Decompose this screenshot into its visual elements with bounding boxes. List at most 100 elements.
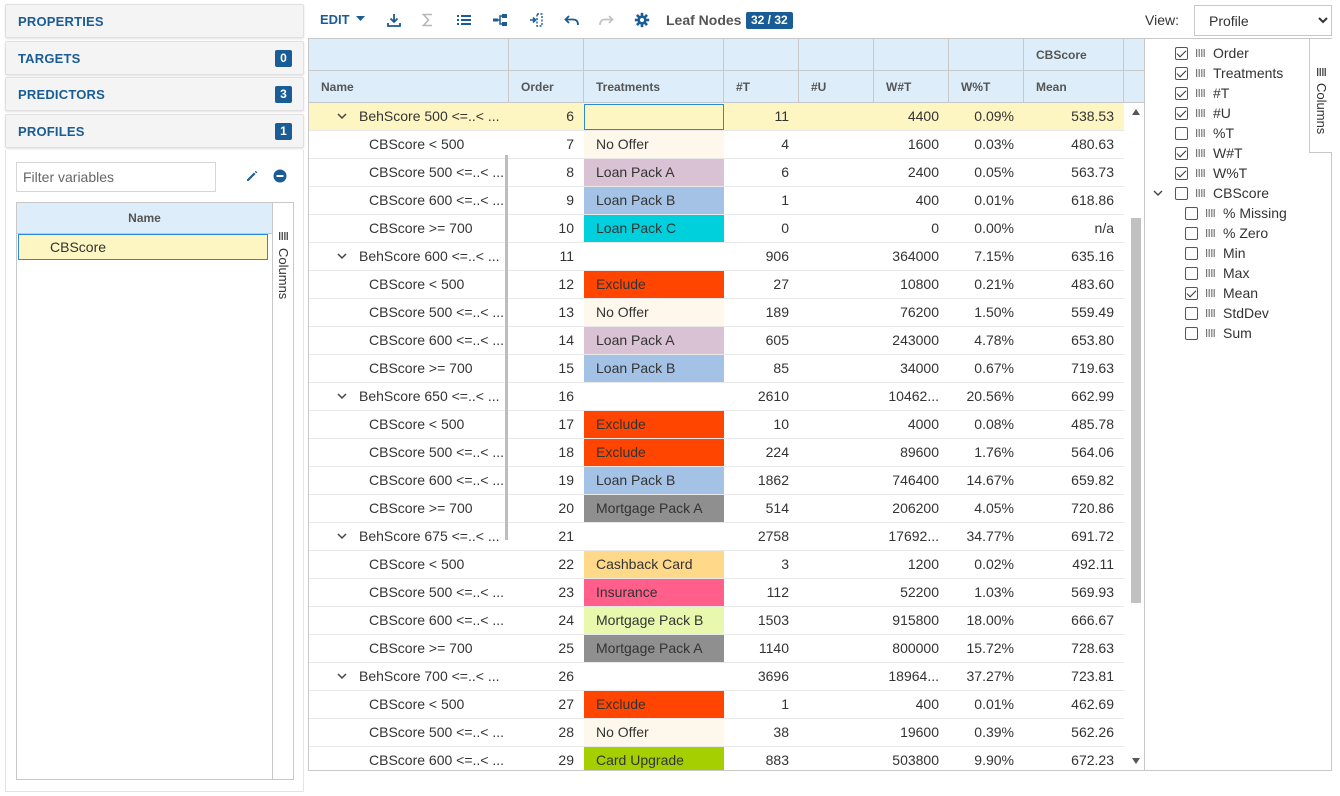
column-chooser-item[interactable]: Max [1145,263,1309,283]
settings-gear-icon[interactable] [634,12,650,28]
chevron-down-icon[interactable] [336,663,348,690]
grid-group-row[interactable]: BehScore 500 <=..< ... 6 11 4400 0.09% 538.53 [309,103,1124,131]
undo-icon[interactable] [564,12,580,28]
treatment-cell[interactable] [584,243,724,270]
column-chooser-item[interactable]: Mean [1145,283,1309,303]
drag-grip-icon[interactable] [1195,88,1205,98]
drag-grip-icon[interactable] [1205,328,1215,338]
treatment-cell[interactable]: Mortgage Pack B [584,607,724,634]
treatment-cell[interactable]: Loan Pack C [584,215,724,242]
column-chooser-tab[interactable]: Columns [1309,39,1332,153]
grid-leaf-row[interactable]: CBScore < 500 7 No Offer 4 1600 0.03% 480.63 [309,131,1124,159]
column-header-t[interactable]: #T [724,71,799,102]
treatment-cell[interactable] [584,383,724,410]
treatment-cell[interactable]: No Offer [584,131,724,158]
treatment-cell[interactable]: No Offer [584,299,724,326]
treatment-cell[interactable]: Mortgage Pack A [584,495,724,522]
filter-variables-input[interactable] [16,162,216,192]
treatment-cell[interactable]: Loan Pack B [584,355,724,382]
column-chooser-item[interactable]: Min [1145,243,1309,263]
chevron-down-icon[interactable] [1153,188,1163,198]
grid-leaf-row[interactable]: CBScore 500 <=..< ... 18 Exclude 224 89600 1.… [309,439,1124,467]
split-node-icon[interactable] [492,12,508,28]
profiles-section-header[interactable]: PROFILES 1 [5,114,304,148]
chevron-down-icon[interactable] [336,243,348,270]
predictors-section-header[interactable]: PREDICTORS 3 [5,77,304,111]
treatment-cell[interactable]: Loan Pack A [584,327,724,354]
column-chooser-item[interactable]: % Zero [1145,223,1309,243]
download-icon[interactable] [386,12,402,28]
grid-leaf-row[interactable]: CBScore 500 <=..< ... 8 Loan Pack A 6 2400 0.… [309,159,1124,187]
column-chooser-item[interactable]: #T [1145,83,1309,103]
view-select[interactable]: Profile [1194,5,1332,36]
column-visibility-checkbox[interactable] [1175,87,1188,100]
grid-leaf-row[interactable]: CBScore 500 <=..< ... 13 No Offer 189 76200 1… [309,299,1124,327]
treatment-cell[interactable]: Exclude [584,439,724,466]
treatment-cell[interactable]: Loan Pack B [584,187,724,214]
column-visibility-checkbox[interactable] [1185,227,1198,240]
drag-grip-icon[interactable] [1205,228,1215,238]
column-chooser-item[interactable]: W#T [1145,143,1309,163]
treatment-cell[interactable] [584,663,724,690]
drag-grip-icon[interactable] [1205,268,1215,278]
column-header-treatments[interactable]: Treatments [584,71,724,102]
column-chooser-item[interactable]: W%T [1145,163,1309,183]
treatment-cell[interactable]: Mortgage Pack A [584,635,724,662]
scroll-down-arrow-icon[interactable] [1132,758,1140,764]
treatment-cell[interactable]: Card Upgrade [584,747,724,770]
column-chooser-item[interactable]: #U [1145,103,1309,123]
column-chooser-item[interactable]: Treatments [1145,63,1309,83]
properties-section-header[interactable]: PROPERTIES [5,4,304,38]
column-header-mean[interactable]: Mean [1024,71,1124,102]
grid-leaf-row[interactable]: CBScore 600 <=..< ... 29 Card Upgrade 883 50… [309,747,1124,770]
column-chooser-item[interactable]: % Missing [1145,203,1309,223]
column-chooser-item[interactable]: CBScore [1145,183,1309,203]
grid-leaf-row[interactable]: CBScore >= 700 20 Mortgage Pack A 514 206200… [309,495,1124,523]
column-visibility-checkbox[interactable] [1175,67,1188,80]
drag-grip-icon[interactable] [1205,248,1215,258]
column-visibility-checkbox[interactable] [1185,267,1198,280]
drag-grip-icon[interactable] [1195,168,1205,178]
drag-grip-icon[interactable] [1205,288,1215,298]
column-visibility-checkbox[interactable] [1175,167,1188,180]
drag-grip-icon[interactable] [1195,108,1205,118]
grid-leaf-row[interactable]: CBScore < 500 27 Exclude 1 400 0.01% 462.69 [309,691,1124,719]
grid-leaf-row[interactable]: CBScore < 500 17 Exclude 10 4000 0.08% 485.78 [309,411,1124,439]
treatment-cell[interactable] [584,104,724,130]
grid-leaf-row[interactable]: CBScore 600 <=..< ... 14 Loan Pack A 605 243… [309,327,1124,355]
treatment-cell[interactable]: Exclude [584,691,724,718]
grid-group-row[interactable]: BehScore 675 <=..< ... 21 2758 17692... 34.7… [309,523,1124,551]
variable-row[interactable]: CBScore [18,234,268,260]
edit-pencil-icon[interactable] [244,168,260,184]
variables-columns-tab[interactable]: Columns [272,203,293,779]
targets-section-header[interactable]: TARGETS 0 [5,41,304,75]
grid-leaf-row[interactable]: CBScore >= 700 10 Loan Pack C 0 0 0.00% n/a [309,215,1124,243]
column-visibility-checkbox[interactable] [1175,47,1188,60]
drag-grip-icon[interactable] [1195,128,1205,138]
treatment-cell[interactable]: Exclude [584,271,724,298]
vertical-scrollbar[interactable] [1128,103,1144,770]
variables-name-header[interactable]: Name [17,203,272,234]
grid-leaf-row[interactable]: CBScore 600 <=..< ... 9 Loan Pack B 1 400 0.0… [309,187,1124,215]
chevron-down-icon[interactable] [336,103,348,130]
grid-leaf-row[interactable]: CBScore 600 <=..< ... 19 Loan Pack B 1862 74… [309,467,1124,495]
edit-menu-button[interactable]: EDIT [320,12,366,27]
column-visibility-checkbox[interactable] [1175,107,1188,120]
grid-leaf-row[interactable]: CBScore >= 700 25 Mortgage Pack A 1140 80000… [309,635,1124,663]
treatment-cell[interactable] [584,523,724,550]
scroll-up-arrow-icon[interactable] [1132,109,1140,115]
column-visibility-checkbox[interactable] [1185,207,1198,220]
drag-grip-icon[interactable] [1195,148,1205,158]
grid-group-row[interactable]: BehScore 650 <=..< ... 16 2610 10462... 20.5… [309,383,1124,411]
collapse-node-icon[interactable] [528,12,544,28]
drag-grip-icon[interactable] [1195,68,1205,78]
remove-circle-icon[interactable] [272,168,288,184]
grid-leaf-row[interactable]: CBScore < 500 22 Cashback Card 3 1200 0.02% 49… [309,551,1124,579]
chevron-down-icon[interactable] [336,523,348,550]
grid-group-row[interactable]: BehScore 700 <=..< ... 26 3696 18964... 37.2… [309,663,1124,691]
grid-leaf-row[interactable]: CBScore 600 <=..< ... 24 Mortgage Pack B 15… [309,607,1124,635]
column-chooser-item[interactable]: StdDev [1145,303,1309,323]
column-visibility-checkbox[interactable] [1185,287,1198,300]
column-visibility-checkbox[interactable] [1175,127,1188,140]
column-chooser-item[interactable]: %T [1145,123,1309,143]
